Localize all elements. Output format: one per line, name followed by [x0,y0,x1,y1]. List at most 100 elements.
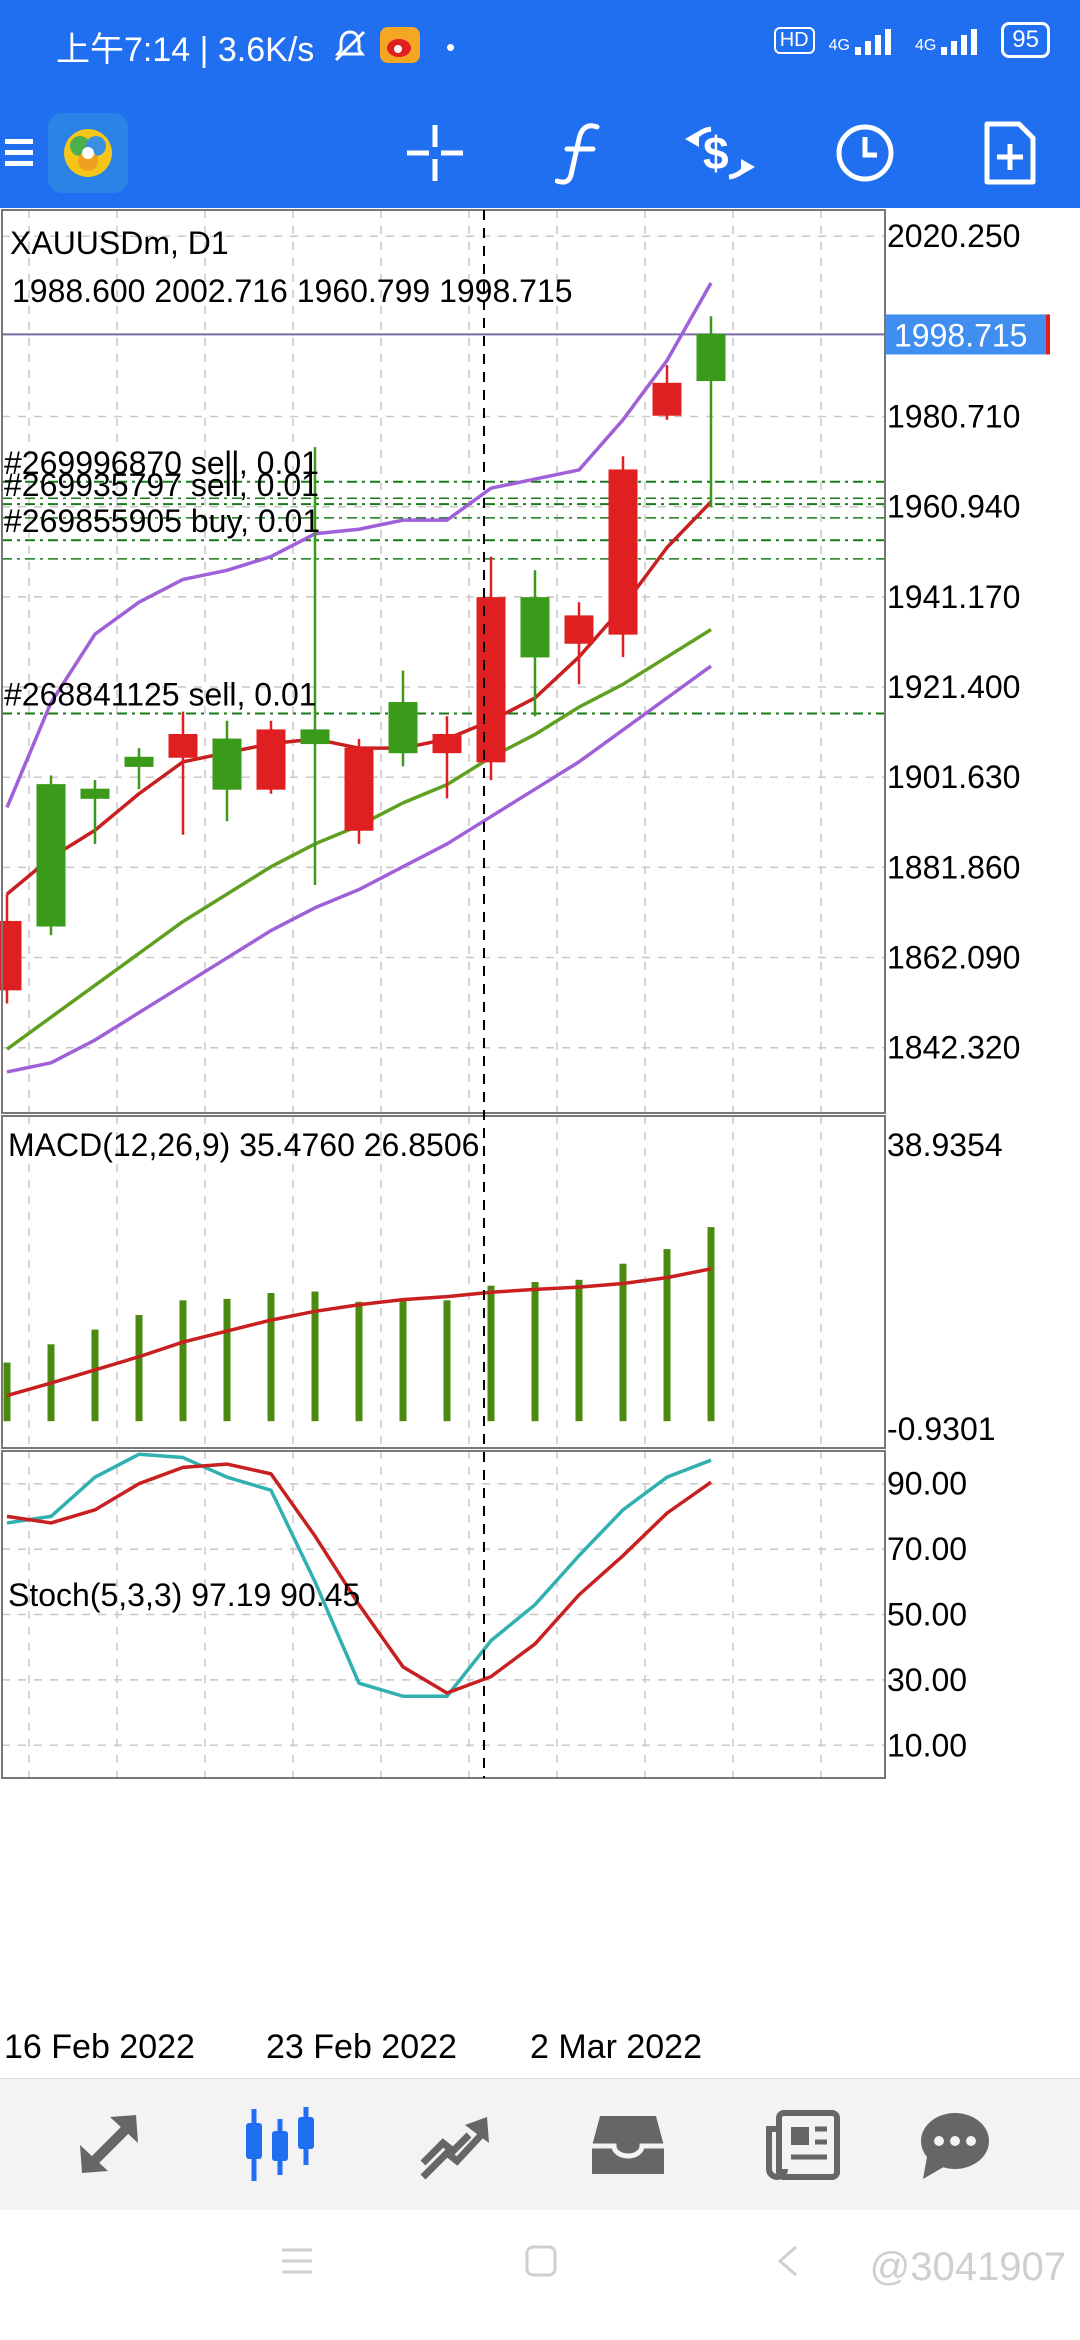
macd-bar [707,1227,715,1422]
stoch-axis-label: 90.00 [887,1466,967,1502]
macd-bar [399,1298,407,1422]
macd-bar [179,1300,187,1422]
stoch-k-line [6,1452,712,1698]
recent-apps-icon[interactable] [280,2246,314,2281]
macd-label: MACD(12,26,9) 35.4760 26.8506 [8,1127,479,1163]
candle-body [300,729,330,745]
svg-text:$: $ [703,127,729,179]
candle-body [124,756,154,767]
macd-bar [223,1298,231,1422]
panel-frames [1,209,886,1779]
candle-body [520,597,550,658]
price-axis-label: 1980.710 [887,399,1020,435]
crosshair-icon[interactable] [400,95,470,210]
bottom-navigation [0,2078,1080,2211]
time-axis-label: 23 Feb 2022 [266,2028,457,2066]
signal-icon-2: 4G [915,25,987,55]
price-axis-label: 2020.250 [887,218,1020,254]
macd-axis-label-top: 38.9354 [887,1127,1003,1163]
candle-body [476,597,506,763]
panel-frame [1,209,886,1114]
price-axis-label: 1842.320 [887,1030,1020,1066]
battery-indicator: 95 [1001,22,1050,58]
order-lines [2,333,885,715]
macd-bar [267,1293,275,1422]
status-time: 上午7:14 | 3.6K/s [56,31,315,69]
current-price-label: 1998.715 [894,317,1027,353]
system-navigation-bar [0,2210,1080,2340]
stoch-axis-label: 50.00 [887,1597,967,1633]
chat-icon[interactable] [885,2079,1025,2211]
candles [0,316,726,1004]
candle-body [696,333,726,382]
candle-body [36,784,66,927]
home-icon[interactable] [524,2244,558,2283]
current-price-tag-edge [1046,314,1050,355]
macd-bar [531,1282,539,1422]
candle-body [388,702,418,754]
candle-body [432,733,462,754]
macd-bar [135,1314,143,1422]
macd-axis-label-bottom: -0.9301 [887,1411,996,1447]
status-bar: 上午7:14 | 3.6K/s • HD 4G 4G 95 [0,0,1080,95]
chart-grid [2,210,885,1778]
hd-badge: HD [773,26,815,54]
chart-area[interactable]: XAUUSDm, D1 1988.600 2002.716 1960.799 1… [0,208,1080,2078]
news-icon[interactable] [733,2079,873,2211]
stoch-axis-label: 30.00 [887,1662,967,1698]
back-icon[interactable] [776,2244,800,2283]
time-axis-label: 16 Feb 2022 [4,2028,195,2066]
panel-frame [1,1450,886,1779]
mute-icon [332,28,368,69]
network-label-2: 4G [914,37,937,54]
stoch-axis-label: 10.00 [887,1727,967,1763]
chart-icon[interactable] [210,2079,350,2211]
order-label: #269996870 sell, 0.01 [4,445,319,481]
price-axis-label: 1881.860 [887,849,1020,885]
candle-body [80,788,110,799]
notification-dot-icon: • [446,32,456,62]
macd-bar [311,1291,319,1422]
price-axis-label: 1921.400 [887,669,1020,705]
stoch-label: Stoch(5,3,3) 97.19 90.45 [8,1577,360,1613]
indicators-icon[interactable] [545,95,615,210]
candle-body [608,469,638,635]
app-toolbar: $ [0,95,1080,210]
quotes-icon[interactable] [40,2079,180,2211]
macd-bar [3,1362,11,1422]
macd-bar [91,1329,99,1422]
app-logo-icon[interactable] [46,95,130,210]
candle-body [168,733,198,758]
chart-canvas[interactable]: XAUUSDm, D1 1988.600 2002.716 1960.799 1… [0,208,1080,2078]
candle-body [256,729,286,790]
macd-bar [619,1263,627,1422]
order-label: #269855905 buy, 0.01 [4,503,320,539]
symbol-label: XAUUSDm, D1 [10,225,229,261]
price-axis-label: 1960.940 [887,489,1020,525]
candle-body [212,738,242,790]
price-axis-label: 1862.090 [887,940,1020,976]
candle-body [344,747,374,831]
status-right: HD 4G 4G 95 [773,22,1050,58]
history-icon[interactable] [558,2079,698,2211]
signal-icon-1: 4G [829,25,901,55]
macd-bar [355,1301,363,1422]
weibo-icon [380,27,420,68]
stoch-axis-label: 70.00 [887,1531,967,1567]
candle-body [0,920,22,991]
symbol-exchange-icon[interactable]: $ [680,95,760,210]
clock-icon[interactable] [830,95,900,210]
band-lower-line [6,664,713,1074]
price-axis-label: 1941.170 [887,579,1020,615]
trade-icon[interactable] [385,2079,525,2211]
network-label-1: 4G [828,37,850,54]
macd-bar [575,1279,583,1422]
macd-bar [443,1300,451,1422]
stoch-d-line [6,1462,713,1695]
new-order-icon[interactable] [975,95,1045,210]
order-label: #268841125 sell, 0.01 [4,676,317,712]
macd-bar [663,1249,671,1422]
menu-icon[interactable] [0,95,40,210]
macd-panel [3,1227,715,1422]
chart-labels: XAUUSDm, D1 1988.600 2002.716 1960.799 1… [4,218,1050,2066]
